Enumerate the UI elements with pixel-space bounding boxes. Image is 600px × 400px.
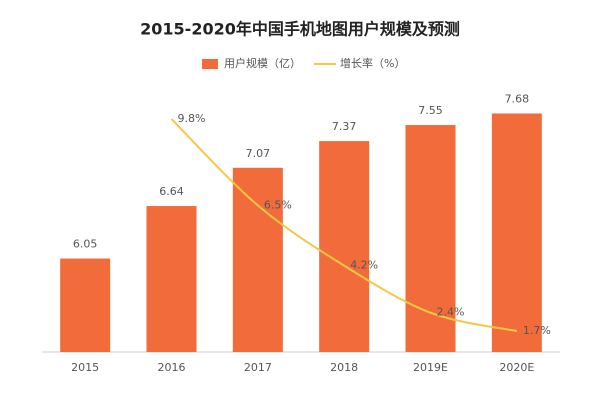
line-value-label: 2.4% (437, 306, 465, 319)
bar-value-label: 7.37 (332, 120, 357, 133)
line-value-label: 6.5% (264, 198, 292, 211)
line-value-label: 1.7% (523, 324, 551, 337)
x-tick-label: 2019E (413, 361, 448, 374)
legend-label: 增长率（%） (340, 56, 405, 70)
line-value-label: 9.8% (178, 112, 206, 125)
chart-title: 2015-2020年中国手机地图用户规模及预测 (140, 20, 460, 39)
bar-value-label: 6.64 (159, 185, 184, 198)
bar (491, 113, 542, 352)
line-value-label: 4.2% (350, 259, 378, 272)
x-tick-label: 2018 (330, 361, 358, 374)
legend-swatch (202, 59, 218, 69)
bar (319, 141, 370, 352)
x-tick-label: 2016 (158, 361, 186, 374)
bar (405, 125, 456, 352)
growth-line (170, 118, 518, 333)
bar-value-label: 7.68 (505, 92, 530, 105)
bar-value-label: 7.55 (418, 104, 443, 117)
x-tick-label: 2015 (71, 361, 99, 374)
bar-value-label: 6.05 (73, 238, 98, 251)
x-tick-label: 2017 (244, 361, 272, 374)
x-tick-label: 2020E (499, 361, 534, 374)
legend-label: 用户规模（亿） (224, 56, 301, 70)
bar (146, 206, 197, 352)
bar (60, 258, 111, 352)
bar (232, 167, 283, 352)
bar-value-label: 7.07 (246, 147, 271, 160)
